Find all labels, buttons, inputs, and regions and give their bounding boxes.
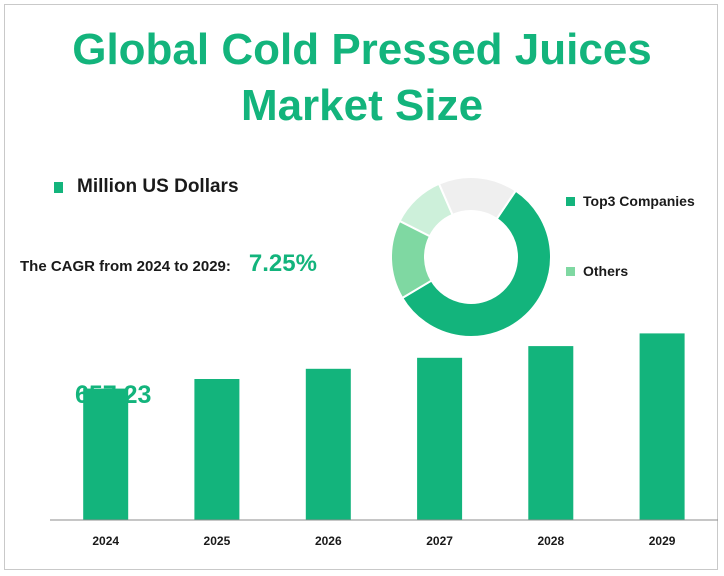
donut-slice-4	[437, 176, 518, 221]
cagr-statement: The CAGR from 2024 to 2029: 7.25%	[20, 250, 317, 278]
chart-title: Global Cold Pressed Juices Market Size	[72, 25, 652, 130]
legend-label-top3: Top3 Companies	[583, 193, 695, 209]
unit-legend: Million US Dollars	[54, 176, 239, 198]
x-tick-2029: 2029	[649, 534, 676, 548]
unit-label: Million US Dollars	[77, 176, 239, 197]
legend-label-others: Others	[583, 263, 629, 279]
legend-swatch-others	[566, 266, 575, 276]
bar-2024	[83, 388, 129, 520]
x-tick-2024: 2024	[92, 534, 119, 548]
bar-2027	[417, 357, 463, 520]
legend-swatch-top3	[566, 196, 575, 206]
cagr-label: The CAGR from 2024 to 2029:	[20, 258, 231, 275]
cagr-value: 7.25%	[248, 250, 317, 277]
bar-2028	[528, 346, 574, 520]
bar-2025	[194, 379, 240, 520]
x-tick-2027: 2027	[426, 534, 453, 548]
x-tick-2026: 2026	[315, 534, 342, 548]
x-tick-2025: 2025	[204, 534, 231, 548]
bar-2029	[639, 333, 685, 520]
legend-item-others: Others	[566, 263, 628, 279]
unit-legend-swatch	[54, 181, 63, 193]
x-tick-2028: 2028	[537, 534, 564, 548]
donut-slice-1	[400, 189, 552, 338]
legend-item-top3: Top3 Companies	[566, 193, 695, 209]
bar-2026	[305, 368, 351, 520]
